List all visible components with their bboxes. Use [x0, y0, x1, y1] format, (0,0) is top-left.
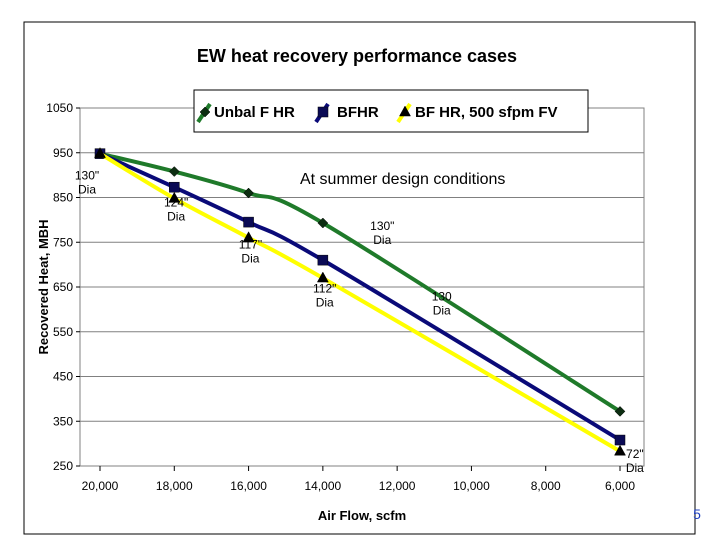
data-point-triangle: [316, 271, 329, 283]
y-axis-label: Recovered Heat, MBH: [36, 219, 51, 354]
legend-box: [193, 89, 589, 133]
legend-label: BF HR, 500 sfpm FV: [415, 104, 558, 121]
y-tick-label: 1050: [46, 101, 73, 115]
y-tick-label: 250: [53, 459, 73, 473]
legend-item: BF HR, 500 sfpm FV: [396, 102, 558, 124]
x-tick-label: 10,000: [453, 479, 490, 493]
data-point-diamond: [199, 106, 211, 118]
series-line: [99, 151, 622, 414]
annotations: 130" Dia 124" Dia 117" Dia 112" Dia 130" Dia 130 Di…: [75, 169, 644, 475]
x-tick-label: 14,000: [305, 479, 342, 493]
page-number: 5: [693, 506, 701, 522]
legend-label: Unbal F HR: [214, 104, 295, 121]
legend-item: Unbal F HR: [196, 102, 295, 124]
annotation-label: 112" Dia: [313, 281, 336, 309]
series-bf-hr-500-sfpm-fv: [94, 147, 626, 456]
y-tick-label: 750: [53, 235, 73, 249]
y-axis-ticks: 250 350 450 550 650 750 850 950 1050: [46, 101, 80, 473]
annotation-label: 124" Dia: [164, 195, 188, 223]
data-point-diamond: [614, 406, 626, 417]
data-series: [94, 147, 626, 456]
data-point-triangle: [168, 191, 181, 203]
x-axis-label: Air Flow, scfm: [318, 508, 406, 523]
y-tick-label: 850: [53, 191, 73, 205]
data-point-diamond: [243, 187, 254, 199]
data-point-square: [169, 181, 180, 193]
x-axis-ticks: 20,000 18,000 16,000 14,000 12,000 10,000 8,00…: [82, 466, 635, 493]
annotation-label: 117" Dia: [239, 238, 262, 266]
x-tick-label: 16,000: [230, 479, 267, 493]
annotation-label: 130" Dia: [370, 219, 394, 247]
x-tick-label: 8,000: [531, 479, 561, 493]
data-point-square: [317, 106, 329, 118]
annotation-label: 130" Dia: [75, 169, 99, 197]
data-point-square: [317, 254, 329, 266]
x-tick-label: 20,000: [82, 479, 119, 493]
annotation-label: At summer design conditions: [300, 171, 505, 188]
data-point-diamond: [168, 166, 180, 177]
y-tick-label: 350: [53, 414, 73, 428]
y-tick-label: 650: [53, 280, 73, 294]
legend: Unbal F HR BFHR BF HR, 500 sfpm FV: [193, 89, 589, 133]
legend-label: BFHR: [337, 104, 379, 121]
data-point-square: [243, 216, 254, 228]
series-line: [99, 151, 622, 442]
chart-title: EW heat recovery performance cases: [197, 46, 517, 66]
y-tick-label: 450: [53, 370, 73, 384]
data-point-triangle: [242, 231, 255, 243]
data-point-triangle: [614, 444, 626, 456]
legend-item: BFHR: [314, 102, 379, 124]
x-tick-label: 6,000: [605, 479, 635, 493]
data-point-triangle: [94, 147, 106, 158]
annotation-label: 130 Dia: [432, 289, 452, 317]
annotation-label: 72" Dia: [626, 447, 644, 475]
x-tick-label: 18,000: [156, 479, 193, 493]
series-line: [98, 151, 622, 453]
y-tick-label: 950: [53, 146, 73, 160]
y-tick-label: 550: [53, 325, 73, 339]
data-point-diamond: [317, 217, 329, 229]
data-point-triangle: [399, 105, 411, 117]
x-tick-label: 12,000: [379, 479, 416, 493]
data-point-square: [614, 434, 626, 446]
